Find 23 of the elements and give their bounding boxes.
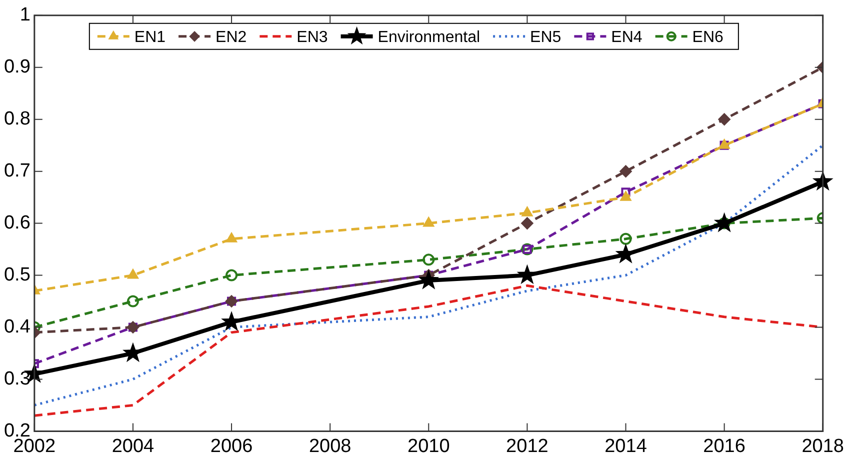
x-tick-label: 2008	[308, 436, 352, 457]
legend-label: EN5	[530, 28, 562, 46]
y-tick-label: 0.7	[4, 160, 30, 182]
x-tick-label: 2016	[703, 436, 746, 457]
y-tick-label: 0.3	[4, 368, 30, 390]
legend-label: EN4	[611, 28, 642, 46]
x-tick-label: 2010	[408, 436, 450, 457]
y-tick-label: 0.9	[4, 56, 30, 78]
y-tick-label: 1	[20, 4, 30, 26]
x-tick-label: 2018	[802, 436, 844, 457]
y-tick-label: 0.5	[4, 264, 30, 286]
legend-label: Environmental	[378, 28, 480, 46]
x-tick-label: 2006	[210, 436, 253, 457]
legend-label: EN3	[296, 28, 328, 46]
y-tick-label: 0.4	[4, 316, 31, 338]
x-tick-label: 2012	[506, 436, 548, 457]
legend-label: EN2	[216, 28, 247, 46]
legend-label: EN6	[692, 28, 724, 46]
x-tick-label: 2004	[112, 436, 155, 457]
y-tick-label: 0.8	[4, 108, 30, 130]
y-tick-label: 0.6	[4, 212, 30, 234]
legend-label: EN1	[134, 28, 166, 46]
x-tick-label: 2014	[604, 436, 648, 457]
